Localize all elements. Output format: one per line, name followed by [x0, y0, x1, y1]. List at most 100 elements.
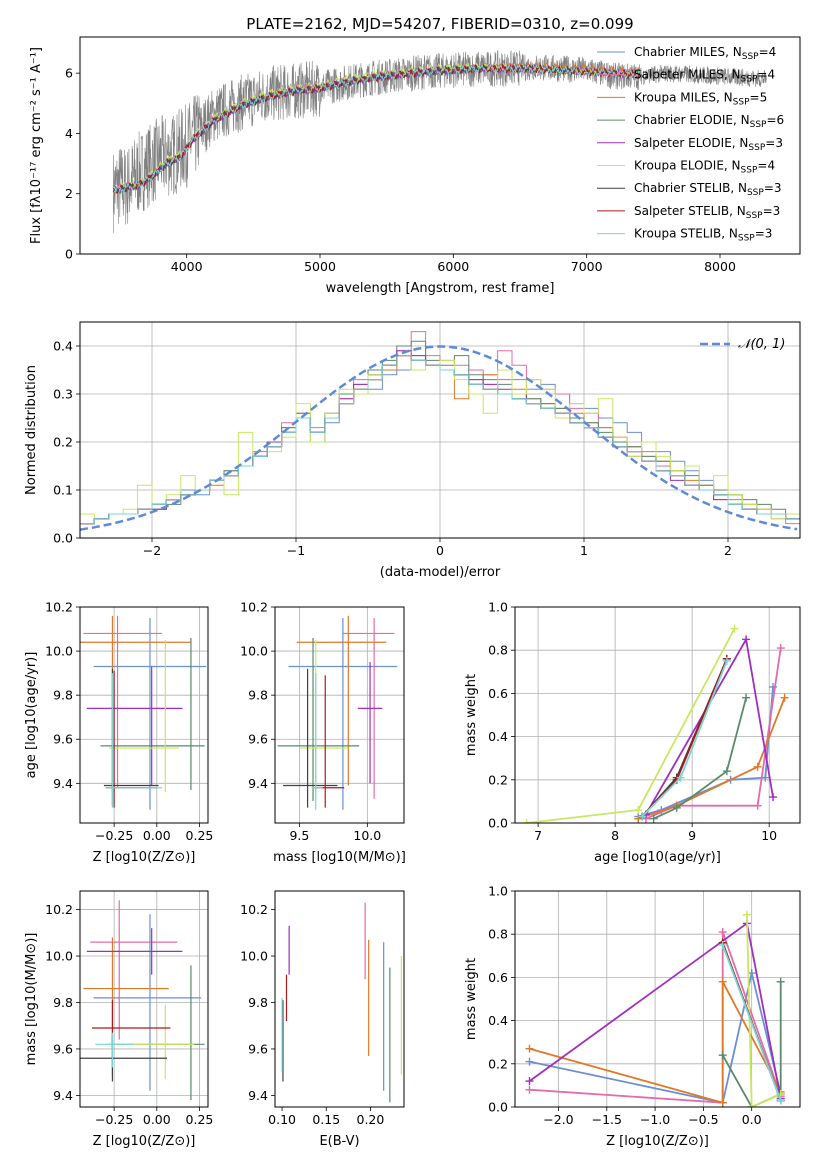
x-tick-label: 5000: [304, 259, 336, 274]
x-tick-label: −2.0: [543, 1112, 573, 1127]
weight-vs-age-panel: 7 8 9 10 0.0 0.2 0.4 0.6 0.8 1.0 age [log10(age/yr…: [464, 600, 801, 865]
y-tick-label: 10.0: [45, 949, 73, 964]
x-tick-label: 0.00: [143, 1112, 171, 1127]
x-tick-label: −0.25: [95, 1112, 133, 1127]
y-tick-label: 0.6: [488, 970, 508, 985]
x-tick-label: −1.5: [592, 1112, 622, 1127]
model-line: [112, 63, 641, 195]
x-tick-label: 9: [688, 828, 696, 843]
y-tick-label: 0: [65, 247, 73, 262]
weight-line: [641, 658, 728, 818]
legend-entry: Kroupa MILES, NSSP=5: [634, 90, 767, 107]
x-tick-label: 0.25: [186, 1112, 214, 1127]
y-tick-label: 0.2: [488, 1056, 508, 1071]
legend-entry: 𝒩(0, 1): [738, 337, 785, 352]
x-tick-label: −0.25: [95, 828, 133, 843]
weight-line: [529, 972, 782, 1104]
y-tick-label: 10.2: [45, 600, 73, 615]
x-tick-label: 2: [724, 543, 732, 558]
y-tick-label: 10.2: [45, 902, 73, 917]
y-axis-label: mass weight: [464, 674, 479, 756]
y-tick-label: 9.4: [248, 1088, 268, 1103]
legend-entry: Kroupa ELODIE, NSSP=4: [634, 159, 775, 176]
weight-line: [641, 660, 728, 818]
x-tick-label: 0.00: [143, 828, 171, 843]
y-tick-label: 1.0: [488, 600, 508, 615]
x-tick-label: 0.20: [357, 1112, 385, 1127]
errorbars: [277, 615, 398, 810]
y-tick-label: 0.8: [488, 927, 508, 942]
weight-line: [721, 944, 782, 1101]
plot-frame: [79, 890, 209, 1108]
panels: 4000 5000 6000 7000 8000 0 2 4 6 wavelength [Angs…: [24, 36, 801, 1149]
y-tick-label: 0.0: [53, 531, 73, 546]
y-axis-label: mass [log10(M/M⊙)]: [24, 933, 39, 1066]
legend-entry: Salpeter STELIB, NSSP=3: [634, 204, 780, 221]
y-tick-label: 1.0: [488, 884, 508, 899]
y-axis-label: age [log10(age/yr)]: [24, 652, 39, 779]
plot-frame: [274, 890, 405, 1108]
errorbars: [80, 615, 207, 810]
x-tick-label: 8000: [704, 259, 736, 274]
age-vs-z-panel: −0.25 0.00 0.25 9.4 9.6 9.8 10.0 10.2 Z [log10(Z…: [24, 600, 213, 866]
y-tick-label: 10.0: [240, 949, 268, 964]
y-tick-label: 10.0: [45, 644, 73, 659]
y-tick-label: 4: [65, 126, 73, 141]
y-tick-label: 0.4: [488, 1013, 508, 1028]
x-tick-label: 7: [534, 828, 542, 843]
y-tick-label: 9.6: [53, 1041, 73, 1056]
plot-frame: [79, 36, 801, 255]
y-tick-label: 9.6: [248, 1041, 268, 1056]
y-tick-label: 10.2: [240, 902, 268, 917]
errorbars: [80, 900, 205, 1101]
y-tick-label: 9.4: [53, 776, 73, 791]
histogram-step: [80, 355, 800, 525]
y-tick-label: 0.4: [488, 729, 508, 744]
legend-entry: Chabrier STELIB, NSSP=3: [634, 181, 782, 198]
x-tick-label: 1: [580, 543, 588, 558]
x-axis-label: E(B-V): [319, 1134, 359, 1149]
errorbars: [281, 902, 402, 1103]
y-axis-label: Flux [fλ10⁻¹⁷ erg cm⁻² s⁻¹ A⁻¹]: [29, 47, 44, 244]
y-tick-label: 6: [65, 66, 73, 81]
x-tick-label: 0.10: [268, 1112, 296, 1127]
y-tick-label: 2: [65, 186, 73, 201]
y-axis-label: mass weight: [464, 958, 479, 1040]
x-axis-label: wavelength [Angstrom, rest frame]: [326, 281, 555, 296]
y-tick-label: 0.8: [488, 643, 508, 658]
plot-frame: [79, 321, 801, 539]
x-tick-label: 10: [761, 828, 777, 843]
spectrum-lines: [112, 50, 767, 233]
x-tick-label: 0.25: [186, 828, 214, 843]
y-tick-label: 9.4: [248, 776, 268, 791]
mass-vs-ebv-panel: 0.10 0.15 0.20 9.4 9.6 9.8 10.0 10.2 E(B-V): [240, 890, 405, 1149]
y-axis-label: Normed distribution: [24, 365, 39, 495]
y-tick-label: 0.0: [488, 816, 508, 831]
legend-entry: Salpeter ELODIE, NSSP=3: [634, 136, 783, 153]
y-tick-label: 0.2: [53, 435, 73, 450]
y-tick-label: 9.4: [53, 1088, 73, 1103]
gaussian-curve: [80, 345, 798, 531]
y-tick-label: 9.8: [248, 995, 268, 1010]
x-tick-label: −1: [287, 543, 305, 558]
y-tick-label: 10.0: [240, 644, 268, 659]
x-axis-label: Z [log10(Z/Z⊙)]: [93, 1134, 196, 1149]
x-axis-label: (data-model)/error: [380, 565, 501, 580]
residual-histograms: [80, 331, 800, 531]
model-line: [112, 63, 641, 195]
legend-entry: Chabrier ELODIE, NSSP=6: [634, 113, 784, 130]
plot-frame: [514, 890, 801, 1108]
x-tick-label: −0.5: [688, 1112, 718, 1127]
legend-entry: Kroupa STELIB, NSSP=3: [634, 227, 772, 244]
x-tick-label: 8: [611, 828, 619, 843]
age-vs-mass-panel: 9.5 10.0 9.4 9.6 9.8 10.0 10.2 mass [log10(M/M⊙…: [240, 600, 406, 866]
y-tick-label: 0.2: [488, 772, 508, 787]
weight-line: [653, 697, 747, 820]
x-tick-label: 9.5: [289, 828, 309, 843]
x-tick-label: 7000: [571, 259, 603, 274]
figure-title: PLATE=2162, MJD=54207, FIBERID=0310, z=0…: [246, 15, 633, 33]
x-tick-label: −1.0: [640, 1112, 670, 1127]
residuals-panel: −2 −1 0 1 2 0.0 0.1 0.2 0.3 0.4 (data-model)/error…: [24, 321, 801, 580]
plot-frame: [79, 606, 209, 824]
